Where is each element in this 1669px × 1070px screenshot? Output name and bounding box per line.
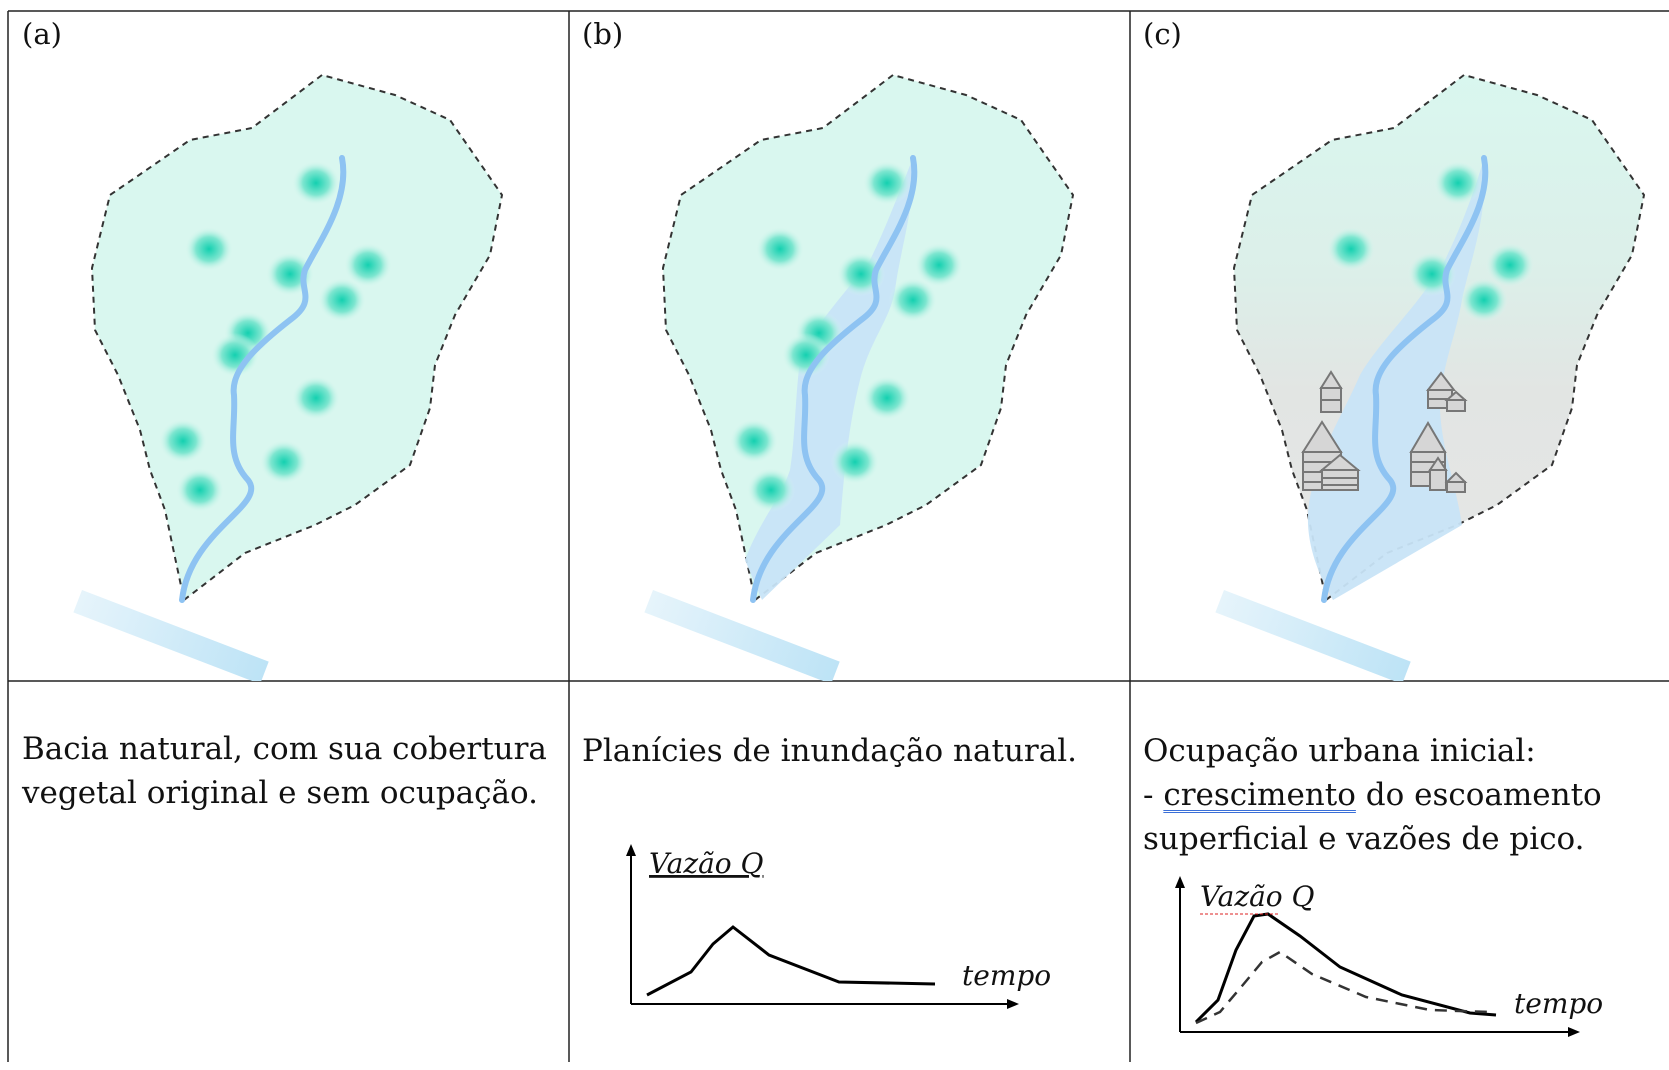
grammar-flagged-word: crescimento <box>1163 777 1356 813</box>
x-axis-label: tempo <box>962 959 1051 992</box>
basin-illustrations <box>73 73 1646 681</box>
panel-label-c: (c) <box>1143 17 1182 51</box>
urban-buildings <box>1301 370 1468 493</box>
outlet-channel <box>644 590 840 681</box>
caption-text: do escoamento <box>1355 777 1602 813</box>
basin-outline <box>90 73 504 602</box>
caption-line: Planícies de inundação natural. <box>582 733 1078 769</box>
basin-c <box>1215 73 1646 681</box>
house-icon <box>1444 471 1468 493</box>
caption-b: Planícies de inundação natural. <box>582 729 1077 773</box>
x-axis-label: tempo <box>1514 987 1603 1020</box>
hydrograph-curve-natural <box>1195 950 1491 1025</box>
house-icon <box>1319 453 1361 491</box>
panel-label-a: (a) <box>22 17 62 51</box>
river <box>750 155 918 603</box>
caption-line: Bacia natural, com sua cobertura <box>22 731 547 767</box>
hydrograph-b: Vazão Q tempo <box>626 844 1051 1009</box>
outlet-channel <box>73 590 269 681</box>
hydrograph-curve <box>646 925 936 997</box>
basin-b <box>644 73 1075 681</box>
house-icon <box>1444 390 1468 412</box>
river <box>179 155 347 603</box>
hydrograph-c: Vazão Q tempo <box>1175 876 1603 1037</box>
river <box>1321 155 1489 603</box>
caption-a: Bacia natural, com sua cobertura vegetal… <box>22 727 547 815</box>
outlet-channel <box>1215 590 1411 681</box>
caption-line: - crescimento do escoamento <box>1143 773 1602 817</box>
caption-prefix: - <box>1143 777 1164 813</box>
y-axis-label: Vazão Q <box>1200 880 1315 913</box>
caption-line: superficial e vazões de pico. <box>1143 821 1585 857</box>
house-icon <box>1319 370 1343 413</box>
caption-line: Ocupação urbana inicial: <box>1143 733 1536 769</box>
caption-line: vegetal original e sem ocupação. <box>22 775 538 811</box>
y-axis-arrow <box>626 844 636 856</box>
y-axis-arrow <box>1175 876 1185 888</box>
hydrograph-curve-urban <box>1194 912 1497 1024</box>
caption-c: Ocupação urbana inicial: - crescimento d… <box>1143 729 1602 861</box>
panel-label-b: (b) <box>582 17 624 51</box>
basin-a <box>73 73 504 681</box>
x-axis-arrow <box>1568 1027 1580 1037</box>
y-axis-label: Vazão Q <box>649 847 764 880</box>
x-axis-arrow <box>1007 999 1019 1009</box>
house-icon <box>1428 456 1448 491</box>
